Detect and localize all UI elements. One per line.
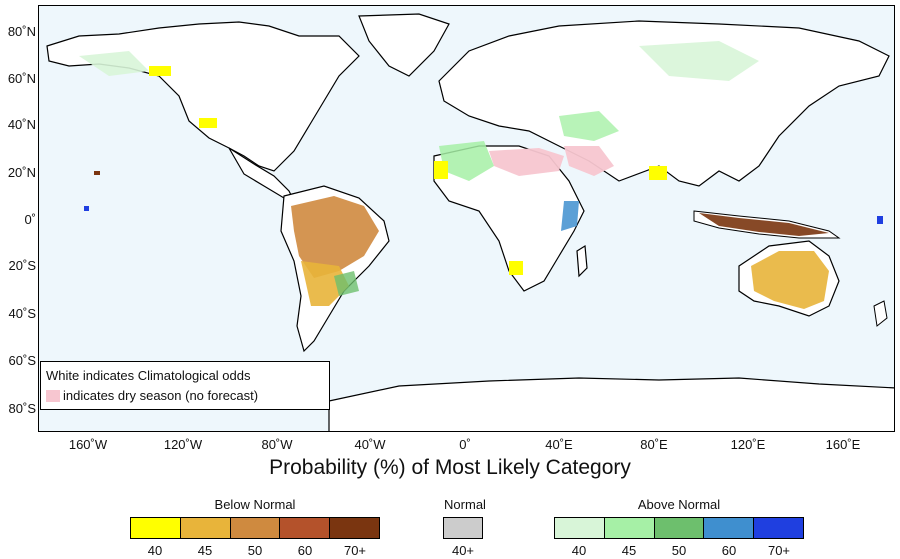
normal-label-40: 40+	[451, 543, 475, 558]
below-normal-south-america-light	[301, 261, 349, 306]
above-normal-label-50: 50	[671, 543, 687, 558]
below-normal-label-45: 45	[197, 543, 213, 558]
above-normal-label-60: 60	[721, 543, 737, 558]
map-caption: Probability (%) of Most Likely Category	[269, 456, 631, 479]
below-normal-indonesia	[699, 213, 829, 236]
lon-label-0: 0˚	[459, 437, 471, 452]
land-eurasia	[438, 20, 890, 187]
lat-label-80n: 80˚N	[7, 24, 36, 39]
above-normal-swatch-60	[704, 518, 755, 538]
above-normal-label-45: 45	[621, 543, 637, 558]
above-normal-north-africa	[439, 141, 494, 181]
lat-label-equator: 0˚	[24, 212, 36, 227]
normal-swatch-40	[444, 518, 482, 538]
dry-season-arabia	[564, 146, 614, 176]
above-normal-dot-pacific-1	[84, 206, 89, 211]
legend-climatological-odds: White indicates Climatological odds	[46, 368, 251, 383]
above-normal-title: Above Normal	[637, 497, 721, 512]
normal-title: Normal	[444, 497, 486, 512]
map-canvas	[46, 13, 894, 431]
land-north-america	[46, 21, 360, 172]
below-normal-spot-asia	[649, 166, 667, 180]
below-normal-label-60: 60	[297, 543, 313, 558]
land-madagascar	[576, 244, 588, 278]
below-normal-label-40: 40	[147, 543, 163, 558]
lon-label-40w: 40˚W	[354, 437, 386, 452]
below-normal-south-america	[291, 196, 379, 278]
legend-dry-season: indicates dry season (no forecast)	[63, 388, 259, 403]
above-normal-dot-pacific-2	[877, 216, 883, 224]
lon-label-120e: 120˚E	[730, 437, 766, 452]
above-normal-colorbar	[554, 517, 804, 539]
below-normal-spot-usa	[199, 118, 217, 128]
land-antarctica	[328, 377, 894, 431]
below-normal-spot-southern-africa	[509, 261, 523, 275]
lat-label-20n: 20˚N	[7, 165, 36, 180]
lon-label-160e: 160˚E	[825, 437, 861, 452]
below-normal-swatch-70	[330, 518, 379, 538]
below-normal-spot-west-africa	[434, 161, 448, 179]
below-normal-dot-pacific	[94, 171, 100, 175]
below-normal-title: Below Normal	[214, 497, 296, 512]
normal-colorbar	[443, 517, 483, 539]
below-normal-australia	[751, 251, 829, 309]
above-normal-swatch-50	[654, 518, 705, 538]
lat-label-40s: 40˚S	[8, 306, 36, 321]
above-normal-siberia	[639, 41, 759, 81]
lon-label-80e: 80˚E	[640, 437, 668, 452]
below-normal-spot-canada	[149, 66, 171, 76]
above-normal-swatch-70	[754, 518, 803, 538]
above-normal-label-40: 40	[571, 543, 587, 558]
below-normal-swatch-40	[131, 518, 181, 538]
above-normal-central-asia	[559, 111, 619, 141]
land-greenland	[358, 13, 450, 77]
dry-season-swatch	[46, 390, 60, 402]
above-normal-swatch-40	[555, 518, 605, 538]
below-normal-swatch-60	[280, 518, 331, 538]
above-normal-south-america	[334, 271, 359, 296]
lat-label-40n: 40˚N	[7, 117, 36, 132]
dry-season-sahara	[489, 148, 564, 176]
above-normal-swatch-45	[604, 518, 655, 538]
lon-label-160w: 160˚W	[68, 437, 108, 452]
lon-label-40e: 40˚E	[545, 437, 573, 452]
below-normal-colorbar	[130, 517, 380, 539]
forecast-map	[38, 5, 895, 432]
below-normal-swatch-45	[180, 518, 231, 538]
above-normal-east-africa	[561, 201, 579, 231]
lat-label-60s: 60˚S	[8, 353, 36, 368]
map-legend: White indicates Climatological odds indi…	[40, 361, 330, 410]
below-normal-swatch-50	[230, 518, 281, 538]
above-normal-canada	[79, 51, 149, 76]
below-normal-label-70: 70+	[343, 543, 367, 558]
lon-label-120w: 120˚W	[163, 437, 203, 452]
lon-label-80w: 80˚W	[261, 437, 293, 452]
land-new-zealand	[873, 300, 888, 327]
lat-label-20s: 20˚S	[8, 258, 36, 273]
above-normal-label-70: 70+	[767, 543, 791, 558]
lat-label-80s: 80˚S	[8, 401, 36, 416]
below-normal-label-50: 50	[247, 543, 263, 558]
lat-label-60n: 60˚N	[7, 71, 36, 86]
